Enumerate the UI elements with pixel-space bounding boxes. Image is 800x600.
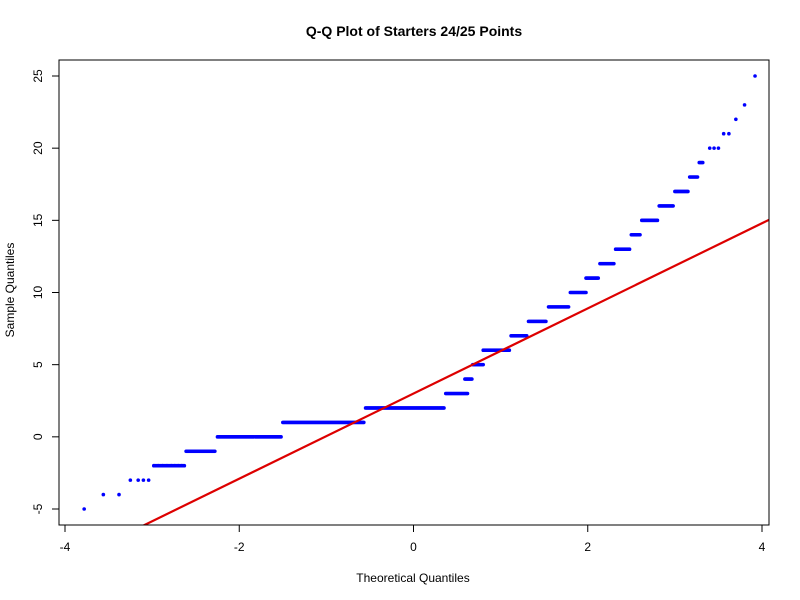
data-point: [544, 319, 548, 324]
data-point: [128, 478, 133, 482]
data-point: [566, 305, 571, 309]
points-layer: [82, 74, 757, 511]
y-tick-label: 15: [31, 213, 45, 227]
data-point: [627, 247, 632, 251]
data-point: [596, 276, 601, 280]
data-point: [507, 348, 512, 353]
x-tick-label: 2: [584, 540, 591, 554]
data-point: [638, 232, 642, 237]
data-point: [481, 362, 486, 367]
data-point: [742, 103, 747, 107]
data-point: [753, 74, 757, 78]
x-tick-label: -2: [234, 540, 245, 554]
data-point: [279, 435, 283, 439]
data-point: [442, 406, 446, 410]
y-tick-label: 0: [31, 433, 45, 440]
x-axis: -4 -2 0 2 4: [60, 525, 766, 554]
data-point: [707, 146, 712, 150]
plot-box: [58, 59, 770, 526]
data-point: [584, 290, 588, 295]
x-tick-label: 4: [759, 540, 766, 554]
x-axis-label: Theoretical Quantiles: [356, 571, 469, 585]
data-point: [117, 492, 121, 497]
data-point: [82, 507, 86, 511]
data-point: [655, 218, 660, 223]
data-point: [612, 261, 616, 266]
chart-title: Q-Q Plot of Starters 24/25 Points: [306, 23, 522, 39]
y-tick-label: -5: [31, 503, 45, 514]
data-point: [362, 420, 366, 425]
x-tick-label: 0: [410, 540, 417, 554]
reference-line: [141, 218, 769, 525]
data-point: [671, 204, 675, 208]
data-point: [716, 146, 721, 150]
data-point: [136, 478, 140, 482]
data-point: [182, 463, 187, 468]
data-point: [695, 175, 700, 179]
data-point: [101, 492, 106, 497]
data-point: [141, 478, 146, 482]
data-point: [734, 117, 738, 122]
y-axis: -5 0 5 10 15 20 25: [31, 69, 59, 514]
data-point: [146, 478, 151, 482]
data-point: [700, 160, 705, 165]
data-point: [686, 189, 690, 194]
data-point: [721, 131, 726, 136]
data-point: [712, 146, 716, 150]
data-point: [727, 131, 731, 136]
y-tick-label: 20: [31, 141, 45, 155]
data-point: [213, 449, 217, 454]
y-tick-label: 25: [31, 69, 45, 83]
y-tick-label: 5: [31, 361, 45, 368]
data-point: [470, 377, 474, 381]
y-axis-label: Sample Quantiles: [3, 243, 17, 338]
x-tick-label: -4: [60, 540, 71, 554]
data-point: [465, 391, 470, 396]
y-tick-label: 10: [31, 286, 45, 300]
